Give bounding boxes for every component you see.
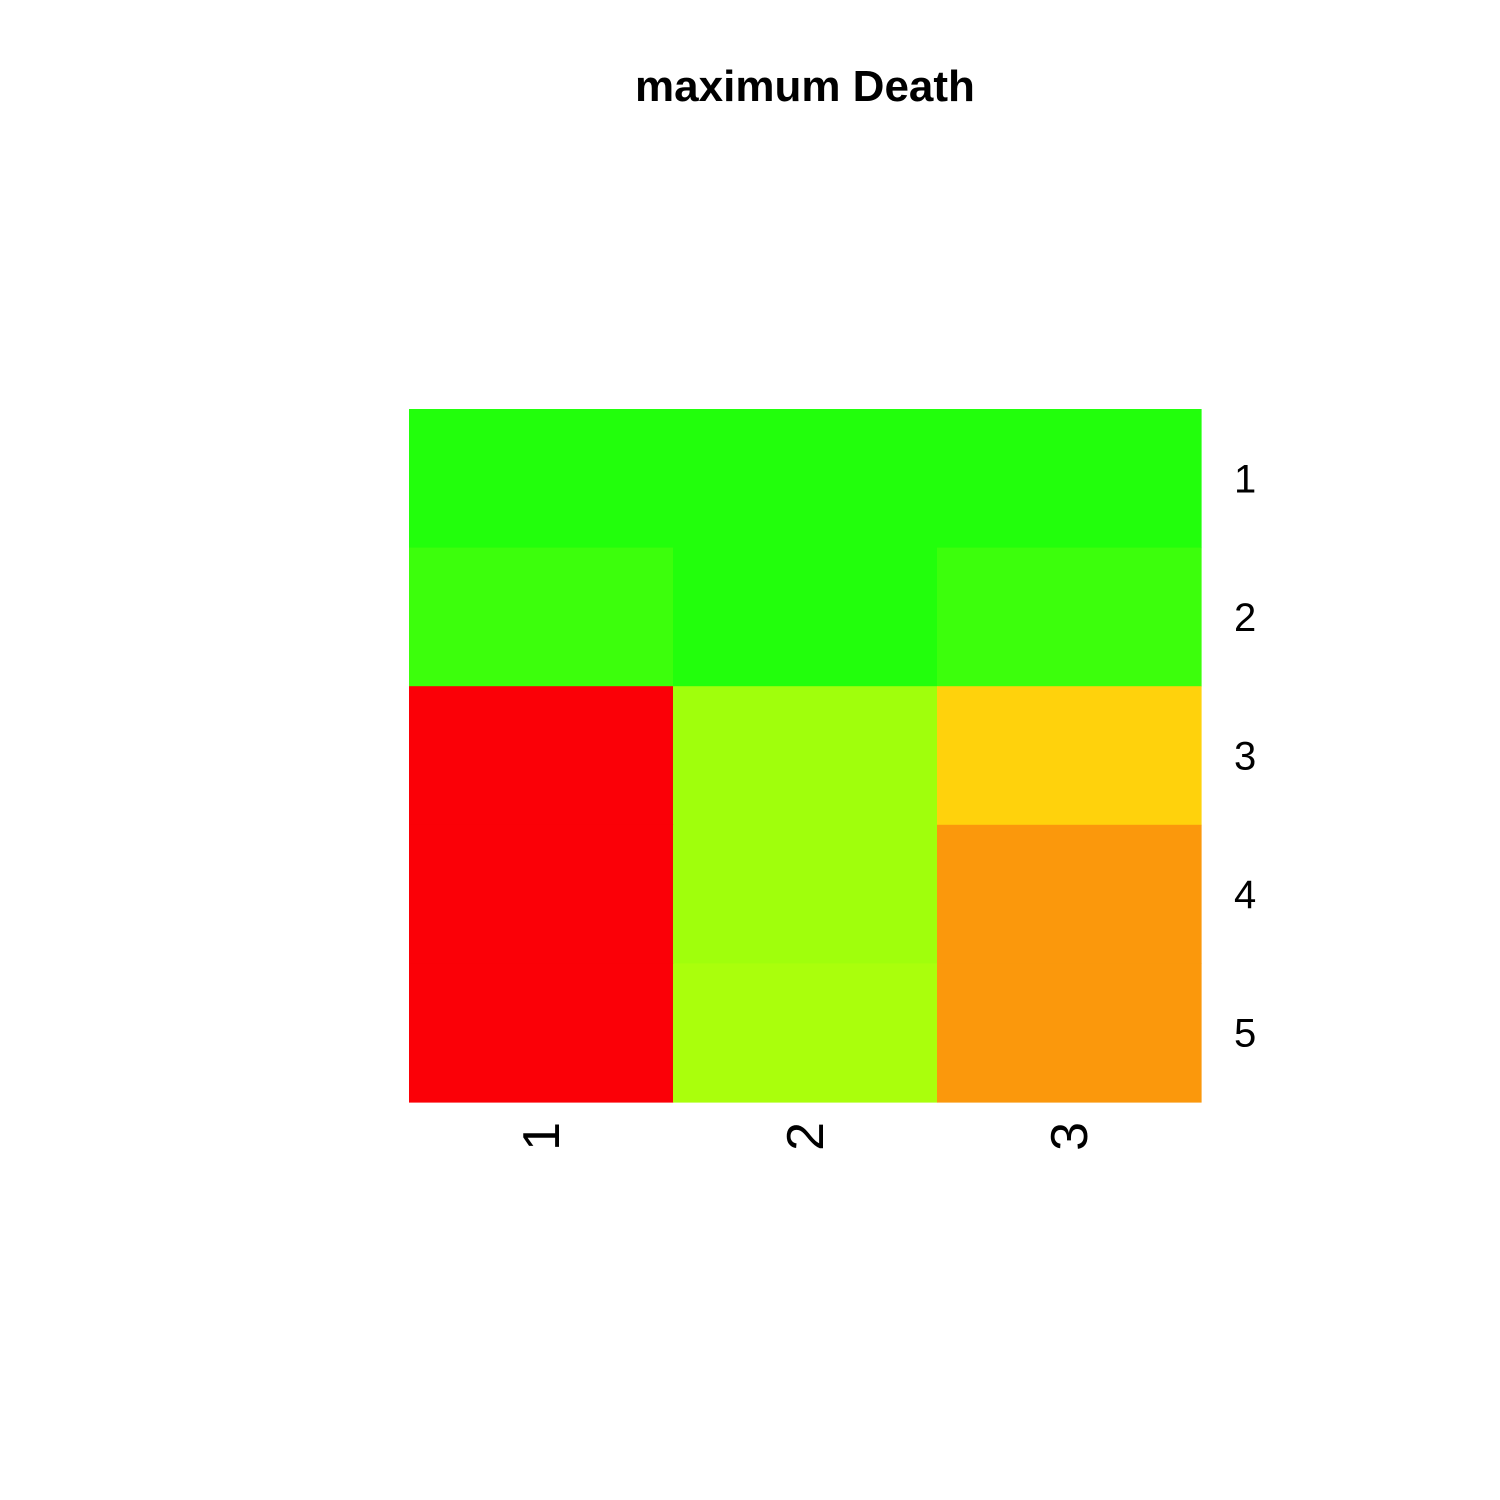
row-tick-label: 3 — [1234, 735, 1256, 779]
heatmap-cell-r4-c1 — [409, 824, 674, 964]
heatmap-cell-r5-c3 — [937, 963, 1202, 1103]
heatmap-cell-r4-c3 — [937, 824, 1202, 964]
column-tick-labels: 1 2 3 — [513, 1122, 1099, 1151]
row-tick-label: 5 — [1234, 1012, 1256, 1056]
chart-title: maximum Death — [635, 62, 975, 111]
heatmap-cell-r3-c2 — [673, 686, 938, 826]
heatmap-cells — [409, 409, 1202, 1103]
row-tick-label: 2 — [1234, 596, 1256, 640]
row-tick-label: 1 — [1234, 457, 1256, 501]
column-tick-label: 1 — [513, 1122, 571, 1151]
column-tick-label: 2 — [777, 1122, 835, 1151]
heatmap-cell-r2-c1 — [409, 547, 674, 687]
row-tick-label: 4 — [1234, 873, 1256, 917]
heatmap-cell-r1-c2 — [673, 409, 938, 549]
heatmap-cell-r1-c1 — [409, 409, 674, 549]
heatmap-cell-r4-c2 — [673, 824, 938, 964]
heatmap-cell-r5-c2 — [673, 963, 938, 1103]
heatmap-cell-r5-c1 — [409, 963, 674, 1103]
heatmap-cell-r1-c3 — [937, 409, 1202, 549]
heatmap-cell-r3-c3 — [937, 686, 1202, 826]
heatmap-cell-r2-c2 — [673, 547, 938, 687]
column-tick-label: 3 — [1041, 1122, 1099, 1151]
heatmap-cell-r2-c3 — [937, 547, 1202, 687]
heatmap-cell-r3-c1 — [409, 686, 674, 826]
row-tick-labels: 1 2 3 4 5 — [1234, 457, 1256, 1055]
